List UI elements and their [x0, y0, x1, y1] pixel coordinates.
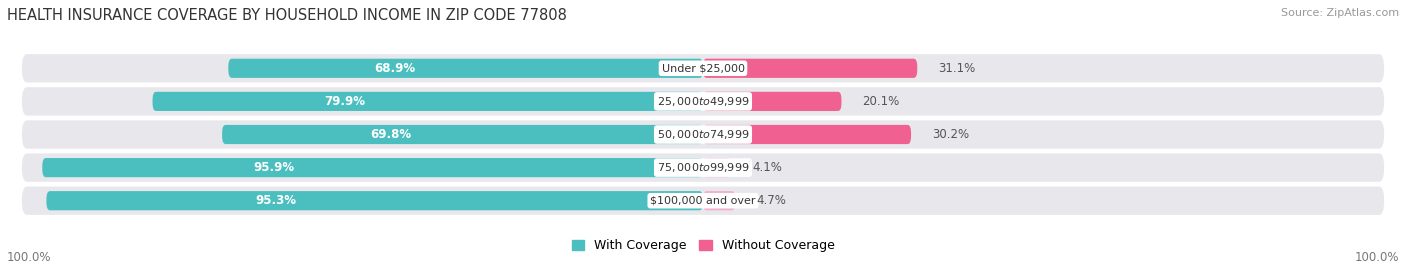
- FancyBboxPatch shape: [703, 92, 841, 111]
- Text: 20.1%: 20.1%: [862, 95, 900, 108]
- Legend: With Coverage, Without Coverage: With Coverage, Without Coverage: [567, 234, 839, 257]
- Text: Source: ZipAtlas.com: Source: ZipAtlas.com: [1281, 8, 1399, 18]
- Text: 31.1%: 31.1%: [938, 62, 976, 75]
- FancyBboxPatch shape: [228, 59, 703, 78]
- Text: 95.3%: 95.3%: [256, 194, 297, 207]
- Text: Under $25,000: Under $25,000: [661, 63, 745, 73]
- Text: 79.9%: 79.9%: [325, 95, 366, 108]
- FancyBboxPatch shape: [21, 186, 1385, 216]
- Text: $75,000 to $99,999: $75,000 to $99,999: [657, 161, 749, 174]
- Text: $50,000 to $74,999: $50,000 to $74,999: [657, 128, 749, 141]
- FancyBboxPatch shape: [21, 53, 1385, 83]
- Text: 68.9%: 68.9%: [374, 62, 415, 75]
- FancyBboxPatch shape: [46, 191, 703, 210]
- Text: $25,000 to $49,999: $25,000 to $49,999: [657, 95, 749, 108]
- Text: 4.1%: 4.1%: [752, 161, 782, 174]
- FancyBboxPatch shape: [21, 86, 1385, 117]
- Text: $100,000 and over: $100,000 and over: [650, 196, 756, 206]
- FancyBboxPatch shape: [703, 125, 911, 144]
- FancyBboxPatch shape: [21, 152, 1385, 183]
- Text: 100.0%: 100.0%: [1354, 251, 1399, 264]
- FancyBboxPatch shape: [703, 158, 731, 177]
- Text: 30.2%: 30.2%: [932, 128, 969, 141]
- Text: 95.9%: 95.9%: [253, 161, 294, 174]
- FancyBboxPatch shape: [152, 92, 703, 111]
- FancyBboxPatch shape: [222, 125, 703, 144]
- Text: 100.0%: 100.0%: [7, 251, 52, 264]
- FancyBboxPatch shape: [42, 158, 703, 177]
- FancyBboxPatch shape: [703, 191, 735, 210]
- Text: HEALTH INSURANCE COVERAGE BY HOUSEHOLD INCOME IN ZIP CODE 77808: HEALTH INSURANCE COVERAGE BY HOUSEHOLD I…: [7, 8, 567, 23]
- Text: 4.7%: 4.7%: [756, 194, 786, 207]
- Text: 69.8%: 69.8%: [370, 128, 411, 141]
- FancyBboxPatch shape: [703, 59, 917, 78]
- FancyBboxPatch shape: [21, 119, 1385, 150]
